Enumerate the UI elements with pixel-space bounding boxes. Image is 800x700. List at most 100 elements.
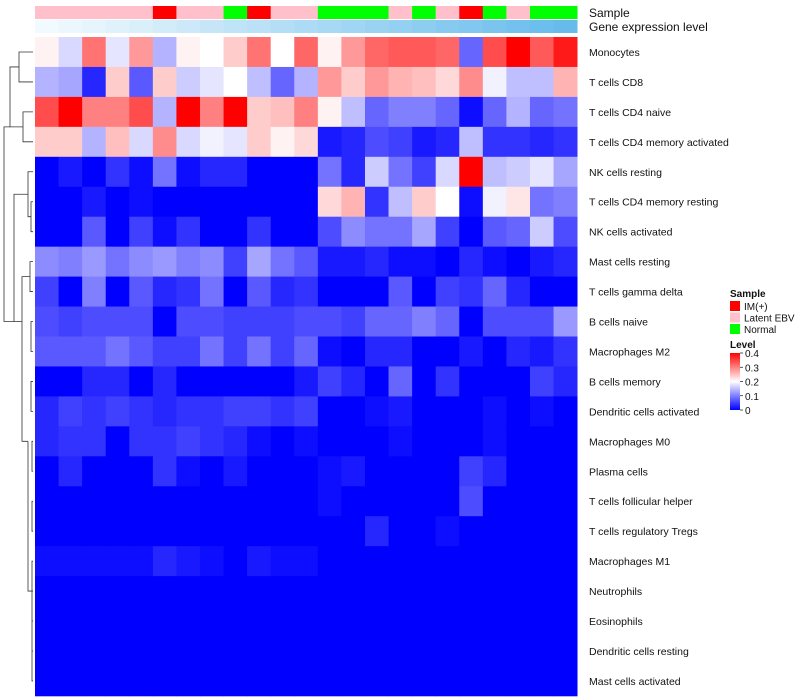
sample-annotation-cell [364, 6, 389, 19]
sample-annotation-cell [506, 6, 531, 19]
heatmap-cell [482, 306, 507, 337]
heatmap-cell [435, 396, 460, 427]
heatmap-cell [199, 426, 224, 457]
heatmap-cell [82, 576, 107, 607]
heatmap-cell [482, 156, 507, 188]
heatmap-cell [270, 456, 295, 487]
heatmap-cell [82, 306, 107, 337]
heatmap-cell [388, 186, 413, 218]
heatmap-cell [270, 606, 295, 637]
heatmap-cell [317, 126, 342, 158]
heatmap-cell [58, 186, 83, 218]
heatmap-cell [341, 246, 366, 277]
heatmap-cell [129, 516, 154, 547]
heatmap-cell [529, 456, 554, 487]
heatmap-cell [105, 426, 130, 457]
heatmap-cell [129, 576, 154, 607]
heatmap-cell [129, 216, 154, 248]
heatmap-cell [364, 366, 389, 397]
heatmap-cell [529, 336, 554, 367]
heatmap-cell [412, 366, 437, 397]
heatmap-cell [482, 456, 507, 487]
heatmap-cell [459, 456, 484, 487]
level-tick-label: 0.4 [745, 349, 759, 360]
heatmap-cell [270, 486, 295, 517]
heatmap-cell [129, 456, 154, 487]
heatmap-cell [152, 665, 177, 697]
heatmap-cell [435, 665, 460, 697]
heatmap-cell [129, 336, 154, 367]
sample-annotation-label: Sample [589, 6, 630, 20]
heatmap-cell [482, 546, 507, 577]
heatmap-cell [223, 96, 248, 128]
heatmap-cell [506, 37, 531, 68]
heatmap-cell [129, 366, 154, 397]
heatmap-cell [176, 426, 201, 457]
heatmap-cell [82, 426, 107, 457]
row-dendrogram [3, 51, 33, 682]
heatmap-cell [529, 246, 554, 277]
heatmap-cell [105, 546, 130, 577]
heatmap-cell [58, 576, 83, 607]
heatmap-cell [223, 396, 248, 427]
expression-annotation-cell [341, 20, 366, 33]
heatmap-cell [529, 37, 554, 68]
heatmap-cell [247, 216, 272, 248]
heatmap-cell [270, 396, 295, 427]
heatmap-cell [506, 366, 531, 397]
heatmap-cell [412, 156, 437, 188]
expression-annotation-cell [482, 20, 507, 33]
heatmap-cell [459, 546, 484, 577]
expression-annotation-cell [152, 20, 177, 33]
heatmap-cell [364, 606, 389, 637]
heatmap-cell [388, 546, 413, 577]
heatmap-cell [247, 636, 272, 667]
heatmap-cell [176, 366, 201, 397]
row-label: NK cells activated [589, 227, 673, 239]
heatmap-cell [459, 516, 484, 547]
heatmap-cell [388, 336, 413, 367]
heatmap-cell [482, 606, 507, 637]
heatmap-cell [82, 186, 107, 218]
dendrogram-branch [3, 126, 14, 322]
heatmap-cell [129, 156, 154, 188]
heatmap-cell [388, 606, 413, 637]
heatmap-cell [152, 66, 177, 98]
row-label: T cells regulatory Tregs [589, 526, 698, 538]
heatmap-cell [529, 606, 554, 637]
sample-annotation-cell [152, 6, 177, 19]
heatmap-cell [58, 276, 83, 307]
heatmap-cell [553, 156, 578, 188]
heatmap-cell [58, 37, 83, 68]
heatmap-cell [529, 486, 554, 517]
heatmap-cell [388, 96, 413, 128]
heatmap-cell [341, 96, 366, 128]
heatmap-cell [105, 336, 130, 367]
heatmap-cell [35, 665, 59, 697]
heatmap-cell [176, 396, 201, 427]
heatmap-cell [459, 396, 484, 427]
heatmap-cell [82, 665, 107, 697]
heatmap-cell [317, 486, 342, 517]
heatmap-cell [482, 516, 507, 547]
heatmap-cell [35, 366, 59, 397]
heatmap-cell [459, 426, 484, 457]
heatmap-cell [58, 396, 83, 427]
heatmap-cell [35, 606, 59, 637]
heatmap-cell [388, 366, 413, 397]
expression-annotation-cell [129, 20, 154, 33]
heatmap-cell [129, 606, 154, 637]
heatmap-cell [459, 216, 484, 248]
sample-legend-swatch [730, 301, 740, 311]
heatmap-cell [199, 66, 224, 98]
heatmap-cell [247, 336, 272, 367]
heatmap-cell [317, 396, 342, 427]
heatmap-cell [317, 366, 342, 397]
row-label: Mast cells resting [589, 257, 670, 269]
heatmap-cell [294, 96, 319, 128]
expression-annotation-cell [35, 20, 59, 33]
heatmap-cell [482, 486, 507, 517]
heatmap-cell [529, 156, 554, 188]
heatmap-cell [105, 516, 130, 547]
